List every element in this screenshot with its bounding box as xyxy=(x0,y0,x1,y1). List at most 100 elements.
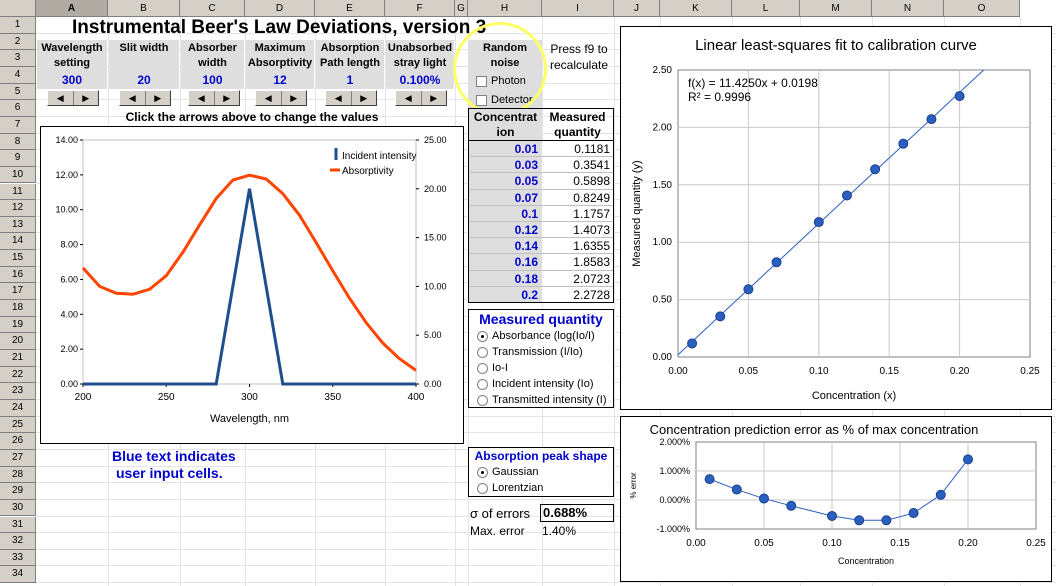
grid-line xyxy=(36,548,1056,550)
row-header[interactable]: 20 xyxy=(0,333,36,350)
decrease-arrow-icon[interactable]: ◀ xyxy=(189,91,215,105)
row-header[interactable]: 29 xyxy=(0,483,36,500)
increase-arrow-icon[interactable]: ▶ xyxy=(82,93,90,103)
row-header[interactable]: 2 xyxy=(0,33,36,51)
increase-arrow-icon[interactable]: ▶ xyxy=(154,93,162,103)
row-header[interactable]: 1 xyxy=(0,17,36,34)
row-header[interactable]: 33 xyxy=(0,549,36,567)
radio-option[interactable]: Transmitted intensity (I) xyxy=(469,392,613,408)
decrease-arrow-icon[interactable]: ◀ xyxy=(48,91,74,105)
row-header[interactable]: 4 xyxy=(0,66,36,84)
select-all-corner[interactable] xyxy=(0,0,36,17)
param-value[interactable]: 100 xyxy=(181,72,244,89)
decrease-arrow-icon[interactable]: ◀ xyxy=(326,91,352,105)
row-header[interactable]: 14 xyxy=(0,233,36,251)
row-header[interactable]: 26 xyxy=(0,433,36,450)
conc-cell[interactable]: 0.07 xyxy=(468,189,542,206)
column-header[interactable]: L xyxy=(732,0,800,17)
conc-cell[interactable]: 0.1 xyxy=(468,205,542,222)
param-value[interactable]: 20 xyxy=(109,72,179,89)
conc-cell[interactable]: 0.14 xyxy=(468,238,542,255)
column-header[interactable]: E xyxy=(315,0,385,17)
column-header[interactable]: A xyxy=(36,0,108,17)
radio-button[interactable] xyxy=(477,466,488,478)
column-header[interactable]: J xyxy=(614,0,660,17)
radio-option[interactable]: Incident intensity (Io) xyxy=(469,376,613,392)
row-header[interactable]: 30 xyxy=(0,499,36,517)
row-header[interactable]: 12 xyxy=(0,200,36,217)
conc-cell[interactable]: 0.05 xyxy=(468,173,542,190)
param-spinner[interactable]: ◀ ▶ xyxy=(47,90,99,106)
increase-arrow-icon[interactable]: ▶ xyxy=(430,93,438,103)
column-header[interactable]: O xyxy=(944,0,1020,17)
increase-arrow-icon[interactable]: ▶ xyxy=(360,93,368,103)
column-header[interactable]: H xyxy=(468,0,542,17)
radio-button[interactable] xyxy=(477,394,488,406)
column-header[interactable]: K xyxy=(660,0,732,17)
conc-cell[interactable]: 0.16 xyxy=(468,254,542,271)
increase-arrow-icon[interactable]: ▶ xyxy=(290,93,298,103)
row-header[interactable]: 17 xyxy=(0,283,36,301)
row-header[interactable]: 31 xyxy=(0,516,36,534)
row-header[interactable]: 27 xyxy=(0,449,36,467)
conc-cell[interactable]: 0.03 xyxy=(468,157,542,174)
row-header[interactable]: 16 xyxy=(0,266,36,284)
row-header[interactable]: 24 xyxy=(0,399,36,417)
row-header[interactable]: 15 xyxy=(0,250,36,267)
radio-button[interactable] xyxy=(477,362,488,374)
row-header[interactable]: 28 xyxy=(0,466,36,484)
row-header[interactable]: 34 xyxy=(0,566,36,584)
row-header[interactable]: 7 xyxy=(0,116,36,134)
param-value[interactable]: 0.100% xyxy=(386,72,454,89)
param-spinner[interactable]: ◀ ▶ xyxy=(325,90,377,106)
column-header[interactable]: N xyxy=(872,0,944,17)
param-value[interactable]: 12 xyxy=(246,72,314,89)
conc-cell[interactable]: 0.01 xyxy=(468,141,542,158)
param-value[interactable]: 300 xyxy=(37,72,107,89)
column-header[interactable]: F xyxy=(385,0,455,17)
conc-cell[interactable]: 0.12 xyxy=(468,222,542,239)
row-header[interactable]: 5 xyxy=(0,83,36,101)
sigma-value: 0.688% xyxy=(540,504,614,522)
radio-option[interactable]: Io-I xyxy=(469,360,613,376)
row-header[interactable]: 21 xyxy=(0,350,36,367)
row-header[interactable]: 10 xyxy=(0,166,36,184)
conc-cell[interactable]: 0.18 xyxy=(468,270,542,287)
row-header[interactable]: 3 xyxy=(0,50,36,67)
radio-option[interactable]: Lorentzian xyxy=(469,480,613,496)
radio-option[interactable]: Gaussian xyxy=(469,464,613,480)
row-header[interactable]: 22 xyxy=(0,366,36,384)
column-header[interactable]: C xyxy=(180,0,245,17)
radio-button[interactable] xyxy=(477,330,488,342)
row-header[interactable]: 18 xyxy=(0,300,36,317)
column-header[interactable]: M xyxy=(800,0,872,17)
row-header[interactable]: 8 xyxy=(0,133,36,151)
row-header[interactable]: 13 xyxy=(0,216,36,234)
decrease-arrow-icon[interactable]: ◀ xyxy=(256,91,282,105)
radio-button[interactable] xyxy=(477,482,488,494)
row-header[interactable]: 19 xyxy=(0,316,36,334)
column-header[interactable]: D xyxy=(245,0,315,17)
radio-option[interactable]: Transmission (I/Io) xyxy=(469,344,613,360)
row-header[interactable]: 23 xyxy=(0,383,36,400)
param-spinner[interactable]: ◀ ▶ xyxy=(188,90,240,106)
param-spinner[interactable]: ◀ ▶ xyxy=(395,90,447,106)
column-header[interactable]: I xyxy=(542,0,614,17)
row-header[interactable]: 25 xyxy=(0,416,36,434)
decrease-arrow-icon[interactable]: ◀ xyxy=(396,91,422,105)
param-spinner[interactable]: ◀ ▶ xyxy=(255,90,307,106)
param-spinner[interactable]: ◀ ▶ xyxy=(119,90,171,106)
row-header[interactable]: 32 xyxy=(0,533,36,550)
x-tick-label: 0.05 xyxy=(754,538,774,549)
decrease-arrow-icon[interactable]: ◀ xyxy=(120,91,146,105)
column-header[interactable]: B xyxy=(108,0,180,17)
row-header[interactable]: 11 xyxy=(0,183,36,201)
row-header[interactable]: 6 xyxy=(0,100,36,117)
column-header[interactable]: G xyxy=(455,0,468,17)
param-value[interactable]: 1 xyxy=(316,72,384,89)
radio-option[interactable]: Absorbance (log(Io/I) xyxy=(469,328,613,344)
radio-button[interactable] xyxy=(477,378,488,390)
radio-button[interactable] xyxy=(477,346,488,358)
row-header[interactable]: 9 xyxy=(0,150,36,167)
increase-arrow-icon[interactable]: ▶ xyxy=(223,93,231,103)
